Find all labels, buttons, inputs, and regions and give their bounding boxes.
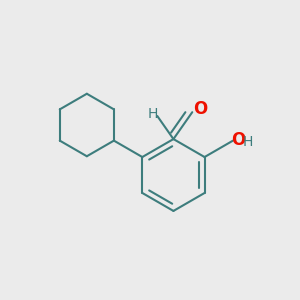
Text: O: O <box>232 131 246 149</box>
Text: H: H <box>147 107 158 122</box>
Text: O: O <box>193 100 207 118</box>
Text: H: H <box>243 135 253 149</box>
